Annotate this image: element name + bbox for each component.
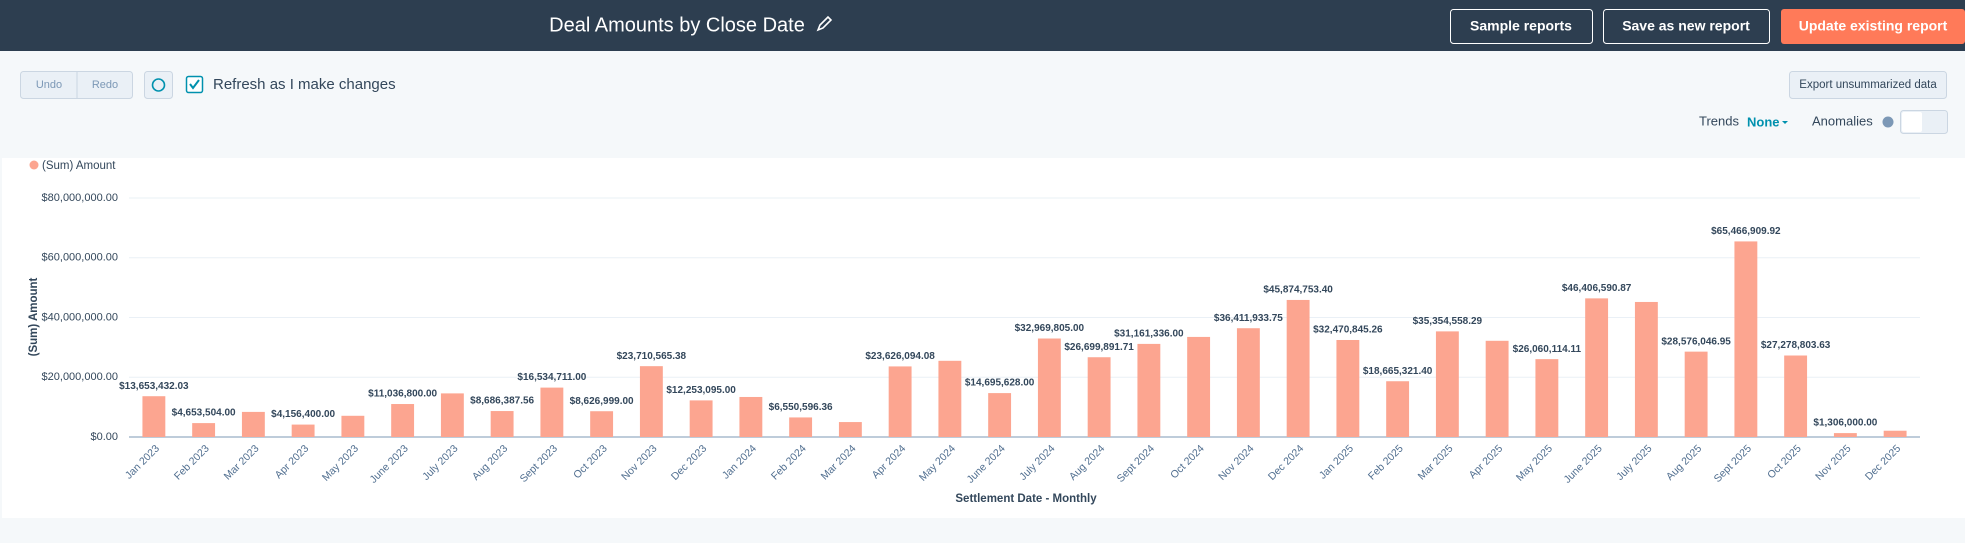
data-label: $8,686,387.56 <box>470 396 534 407</box>
data-label: $11,036,800.00 <box>368 389 437 400</box>
bar <box>590 411 614 437</box>
bar <box>1137 343 1161 437</box>
trends-dropdown[interactable]: None <box>1747 114 1780 129</box>
data-label: $26,699,891.71 <box>1064 342 1134 353</box>
trends-label: Trends <box>1699 113 1739 128</box>
bar <box>888 366 912 437</box>
export-button[interactable] <box>1789 71 1947 99</box>
y-axis-title: (Sum) Amount <box>28 277 40 356</box>
report-title: Deal Amounts by Close Date <box>549 14 805 36</box>
data-label: $65,466,909.92 <box>1711 226 1781 237</box>
bar <box>540 387 564 437</box>
sample-reports-button[interactable] <box>1450 9 1593 44</box>
data-label: $27,278,803.63 <box>1761 340 1831 351</box>
header-bar <box>0 0 1965 51</box>
bar <box>1585 298 1609 437</box>
bar <box>838 422 862 437</box>
update-button[interactable] <box>1781 9 1965 44</box>
data-label: $1,306,000.00 <box>1813 418 1877 429</box>
x-axis-title: Settlement Date - Monthly <box>955 493 1097 505</box>
bar <box>639 366 663 437</box>
export-label: Export unsummarized data <box>1799 79 1937 91</box>
data-label: $45,874,753.40 <box>1263 285 1333 296</box>
anomalies-label: Anomalies <box>1812 113 1873 128</box>
data-label: $6,550,596.36 <box>769 402 833 413</box>
bar <box>1286 299 1310 437</box>
save-button[interactable] <box>1603 9 1770 44</box>
button-label: Save as new report <box>1622 18 1750 34</box>
refresh-icon <box>151 78 166 92</box>
bar <box>1386 381 1410 437</box>
bar <box>1187 336 1211 437</box>
data-label: $35,354,558.29 <box>1413 316 1483 327</box>
button-label: Update existing report <box>1799 18 1948 34</box>
y-tick-label: $20,000,000.00 <box>42 371 118 383</box>
data-label: $28,576,046.95 <box>1661 336 1731 347</box>
data-label: $16,534,711.00 <box>517 372 586 383</box>
data-label: $4,653,504.00 <box>172 408 236 419</box>
button-label: Sample reports <box>1470 18 1572 34</box>
y-tick-label: $80,000,000.00 <box>42 192 118 204</box>
check-mark <box>189 79 200 90</box>
toggle-knob <box>1902 112 1922 132</box>
redo-button[interactable]: Redo <box>92 79 118 91</box>
bar <box>391 404 415 437</box>
bar <box>1833 433 1857 437</box>
refresh-label: Refresh as I make changes <box>213 76 396 93</box>
bar <box>1684 351 1708 437</box>
bar <box>1037 338 1061 437</box>
data-label: $31,161,336.00 <box>1114 329 1184 340</box>
dropdown-caret <box>1782 121 1788 124</box>
y-tick-label: $40,000,000.00 <box>42 311 118 323</box>
data-label: $23,710,565.38 <box>617 351 687 362</box>
bar <box>440 393 464 437</box>
bar <box>938 360 962 437</box>
data-label: $23,626,094.08 <box>865 351 935 362</box>
data-label: $32,470,845.26 <box>1313 325 1383 336</box>
bar <box>1435 331 1459 437</box>
bar <box>1336 339 1360 437</box>
legend-swatch <box>29 160 39 170</box>
data-label: $4,156,400.00 <box>271 409 335 420</box>
y-tick-label: $0.00 <box>90 431 118 443</box>
bar <box>789 417 813 437</box>
data-label: $12,253,095.00 <box>666 385 736 396</box>
bar <box>1883 430 1907 437</box>
bar <box>142 396 166 437</box>
bar <box>1236 328 1260 437</box>
bar <box>1087 357 1111 437</box>
refresh-button[interactable] <box>144 71 173 99</box>
bar <box>1535 359 1559 437</box>
bar <box>1634 301 1658 437</box>
data-label: $26,060,114.11 <box>1513 344 1582 355</box>
legend-label: (Sum) Amount <box>42 160 116 172</box>
bar <box>192 423 216 437</box>
undo-button[interactable]: Undo <box>36 79 62 91</box>
bar <box>689 400 713 437</box>
bar <box>988 393 1012 437</box>
data-label: $13,653,432.03 <box>119 381 189 392</box>
bar <box>241 411 265 437</box>
bar <box>1734 241 1758 437</box>
info-icon[interactable] <box>1882 116 1894 128</box>
edit-icon[interactable] <box>816 15 833 32</box>
bar <box>291 424 315 437</box>
data-label: $8,626,999.00 <box>570 396 634 407</box>
bar <box>490 411 514 437</box>
data-label: $46,406,590.87 <box>1562 283 1632 294</box>
data-label: $18,665,321.40 <box>1363 366 1433 377</box>
bar <box>1485 340 1509 437</box>
bar <box>739 396 763 437</box>
bar <box>341 415 365 437</box>
bar <box>1784 355 1808 437</box>
data-label: $32,969,805.00 <box>1015 323 1085 334</box>
data-label: $14,695,628.00 <box>965 378 1035 389</box>
data-label: $36,411,933.75 <box>1214 313 1283 324</box>
y-tick-label: $60,000,000.00 <box>42 252 118 264</box>
